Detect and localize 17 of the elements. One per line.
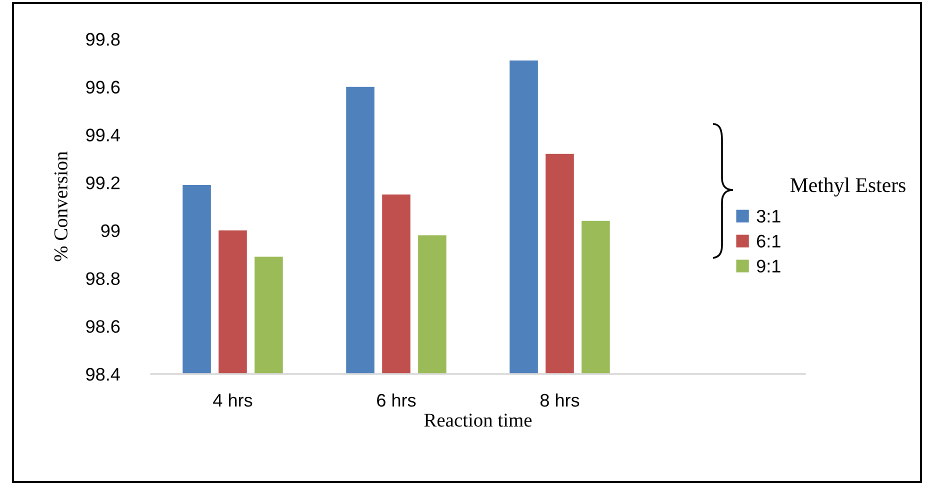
y-tick-label: 99: [101, 224, 120, 238]
y-tick-label: 99.8: [86, 32, 120, 46]
legend-label: 3:1: [756, 210, 780, 223]
y-tick-label: 99.2: [86, 176, 120, 190]
x-tick-label: 8 hrs: [540, 393, 580, 407]
y-tick-label: 98.4: [86, 368, 120, 381]
legend-label: 6:1: [757, 234, 780, 248]
y-tick-label: 99.6: [86, 80, 120, 94]
legend-label: 9:1: [756, 260, 780, 273]
y-tick-label: 99.4: [86, 128, 120, 142]
annotation: Methyl Esters: [790, 178, 906, 196]
y-axis-title: % Conversion: [54, 151, 68, 262]
y-tick-label: 98.6: [86, 320, 120, 333]
x-tick-label: 4 hrs: [213, 393, 252, 407]
x-tick-label: 6 hrs: [377, 393, 416, 407]
y-tick-label: 98.8: [86, 272, 120, 286]
x-axis-title: Reaction time: [424, 414, 532, 427]
